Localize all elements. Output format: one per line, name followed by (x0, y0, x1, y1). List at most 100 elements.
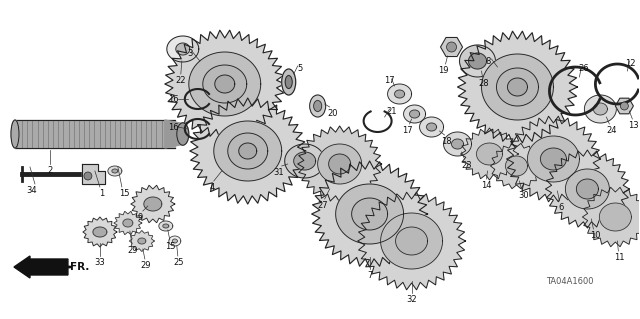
Polygon shape (452, 139, 463, 149)
Ellipse shape (285, 76, 292, 88)
Polygon shape (506, 116, 600, 202)
Text: 10: 10 (590, 231, 600, 240)
Ellipse shape (310, 95, 326, 117)
Text: 33: 33 (95, 258, 105, 267)
Polygon shape (460, 45, 495, 77)
Text: 21: 21 (387, 107, 397, 116)
Text: 19: 19 (438, 66, 449, 75)
Text: 31: 31 (273, 168, 284, 177)
Text: 24: 24 (606, 126, 616, 135)
Polygon shape (458, 31, 577, 143)
Circle shape (84, 172, 92, 180)
Polygon shape (112, 169, 118, 173)
Text: 14: 14 (481, 181, 492, 190)
Polygon shape (404, 105, 426, 123)
Polygon shape (477, 143, 502, 165)
Polygon shape (506, 156, 527, 176)
Polygon shape (565, 169, 609, 209)
Polygon shape (461, 128, 518, 180)
Text: 34: 34 (27, 186, 37, 195)
Text: 16: 16 (168, 123, 179, 132)
Polygon shape (497, 68, 538, 106)
Text: 11: 11 (614, 253, 625, 262)
Circle shape (447, 42, 456, 52)
Polygon shape (584, 95, 616, 123)
Text: 8: 8 (486, 57, 491, 66)
Polygon shape (582, 187, 640, 247)
Text: 15: 15 (166, 242, 176, 251)
Polygon shape (203, 65, 247, 103)
Polygon shape (165, 30, 285, 138)
Text: 4: 4 (209, 183, 214, 192)
Text: 15: 15 (118, 189, 129, 198)
Text: 27: 27 (317, 201, 328, 210)
Polygon shape (358, 192, 465, 290)
Polygon shape (335, 184, 404, 244)
Text: 5: 5 (297, 64, 302, 73)
Polygon shape (577, 179, 598, 199)
Polygon shape (508, 78, 527, 96)
Text: 29: 29 (127, 246, 138, 255)
Polygon shape (294, 152, 316, 170)
Polygon shape (123, 219, 133, 227)
Text: 13: 13 (628, 121, 639, 130)
Polygon shape (167, 36, 199, 62)
Polygon shape (420, 117, 444, 137)
Polygon shape (114, 211, 142, 235)
Polygon shape (131, 185, 175, 223)
Polygon shape (481, 54, 554, 120)
Polygon shape (600, 203, 631, 231)
Text: 30: 30 (518, 191, 529, 200)
Text: 7: 7 (367, 271, 372, 280)
Text: 17: 17 (403, 126, 413, 135)
Polygon shape (138, 238, 146, 244)
Text: 9: 9 (137, 213, 143, 222)
Polygon shape (163, 224, 169, 228)
Polygon shape (545, 150, 629, 228)
Polygon shape (159, 221, 173, 231)
Polygon shape (388, 84, 412, 104)
Ellipse shape (314, 100, 322, 112)
Circle shape (620, 102, 628, 110)
Polygon shape (93, 227, 107, 237)
Text: 23: 23 (461, 161, 472, 170)
Polygon shape (468, 53, 486, 69)
Polygon shape (215, 75, 235, 93)
Text: 32: 32 (406, 295, 417, 304)
Polygon shape (395, 90, 404, 98)
Text: 22: 22 (175, 76, 186, 85)
Text: 18: 18 (441, 137, 452, 146)
Polygon shape (172, 239, 177, 243)
Text: TA04A1600: TA04A1600 (546, 277, 593, 286)
Text: 26: 26 (578, 64, 589, 73)
Polygon shape (189, 52, 260, 116)
Text: FR.: FR. (70, 262, 90, 272)
Polygon shape (190, 98, 306, 204)
Text: 25: 25 (173, 258, 184, 267)
FancyArrow shape (14, 256, 68, 278)
Ellipse shape (282, 69, 296, 95)
Polygon shape (228, 133, 268, 169)
Polygon shape (527, 136, 579, 182)
Polygon shape (312, 161, 428, 267)
Polygon shape (214, 121, 282, 181)
Polygon shape (593, 103, 607, 115)
Polygon shape (317, 144, 362, 184)
Polygon shape (15, 120, 175, 148)
Polygon shape (285, 144, 324, 178)
Text: 12: 12 (625, 59, 636, 68)
Polygon shape (165, 120, 185, 148)
Text: 28: 28 (478, 79, 489, 88)
Polygon shape (540, 148, 566, 170)
Polygon shape (83, 217, 117, 247)
Text: 2: 2 (47, 166, 52, 175)
Polygon shape (426, 123, 436, 131)
Polygon shape (176, 43, 190, 55)
Polygon shape (444, 132, 472, 156)
Polygon shape (329, 154, 351, 174)
Polygon shape (144, 197, 162, 211)
Text: 29: 29 (141, 261, 151, 270)
Polygon shape (396, 227, 428, 255)
Polygon shape (129, 231, 154, 251)
Text: 20: 20 (328, 109, 338, 118)
